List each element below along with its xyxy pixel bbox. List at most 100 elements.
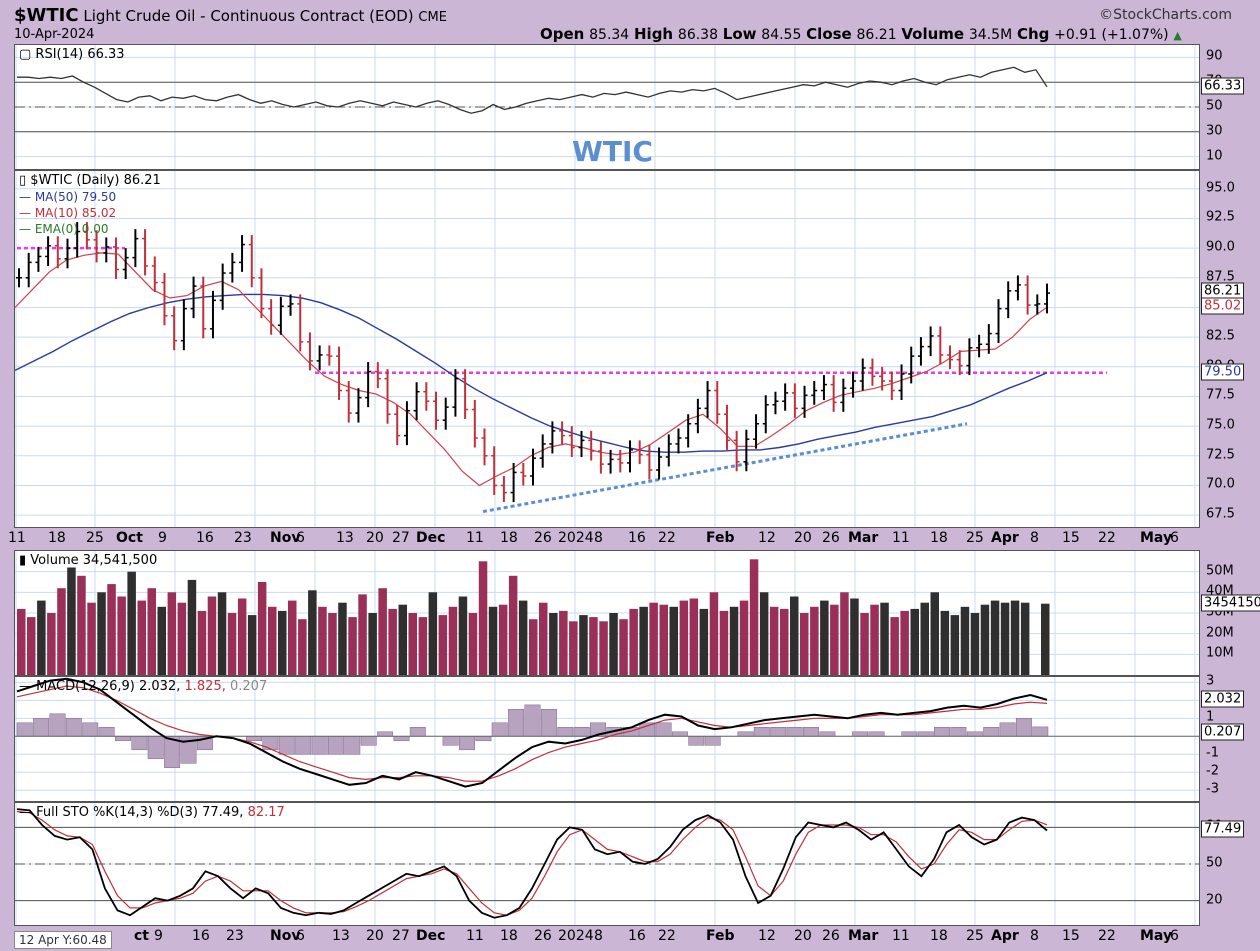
price-bar xyxy=(442,397,449,430)
volume-bar xyxy=(448,606,458,675)
volume-bar xyxy=(890,617,899,675)
price-bar xyxy=(326,345,333,366)
macd-histogram-bar xyxy=(753,727,770,737)
volume-bar xyxy=(990,600,1000,675)
macd-histogram-bar xyxy=(868,731,885,737)
volume-bar xyxy=(800,613,809,675)
x-tick-label: Oct xyxy=(116,530,143,546)
price-bar xyxy=(374,362,381,389)
price-bar xyxy=(423,382,430,411)
x-tick-label: Apr xyxy=(991,530,1019,546)
x-tick-label: 13 xyxy=(332,928,350,944)
y-tick-label: 95.0 xyxy=(1206,180,1235,196)
volume-bar xyxy=(880,602,889,675)
price-bar xyxy=(762,395,769,434)
volume-bar xyxy=(579,615,588,675)
price-bar xyxy=(559,421,566,446)
price-bar xyxy=(811,381,818,405)
price-label: ▯ $WTIC (Daily) 86.21 xyxy=(19,173,161,188)
macd-histogram-bar xyxy=(295,736,312,755)
price-bar xyxy=(539,434,546,468)
volume-bar xyxy=(67,567,76,675)
x-tick-label: 25 xyxy=(966,928,984,944)
close-value: 86.21 xyxy=(856,27,897,43)
sto-d-line xyxy=(16,810,1048,916)
volume-bar xyxy=(850,598,859,675)
x-tick-label: 22 xyxy=(658,928,676,944)
x-tick-label: 18 xyxy=(500,928,518,944)
price-bar xyxy=(287,294,294,316)
volume-bar xyxy=(920,602,929,675)
price-bar xyxy=(743,429,750,472)
volume-bar xyxy=(539,602,548,675)
open-label: Open xyxy=(540,25,585,43)
volume-bar xyxy=(308,590,317,675)
price-bar xyxy=(626,440,633,473)
high-label: High xyxy=(634,25,674,43)
y-tick-label: 20M xyxy=(1206,625,1234,641)
x-tick-label: 16 xyxy=(628,928,646,944)
volume-bar xyxy=(619,619,628,675)
ohlc-summary: Open 85.34 High 86.38 Low 84.55 Close 86… xyxy=(540,25,1182,43)
macd-histogram-bar xyxy=(573,727,590,737)
price-bar xyxy=(840,378,847,412)
volume-label: ▮ Volume 34,541,500 xyxy=(19,553,158,568)
price-bar xyxy=(74,222,81,258)
y-tick-label: 75.0 xyxy=(1206,417,1235,433)
source-link[interactable]: ©StockCharts.com xyxy=(1099,7,1232,23)
volume-bar xyxy=(107,584,116,675)
up-arrow-icon: ▲ xyxy=(1173,29,1182,42)
volume-bar xyxy=(769,606,779,675)
price-bar xyxy=(345,381,352,423)
volume-bar xyxy=(860,613,869,675)
price-bar xyxy=(491,446,498,495)
x-tick-label: 11 xyxy=(892,928,910,944)
price-bar xyxy=(578,430,585,457)
y-tick-label: 87.5 xyxy=(1206,269,1235,285)
price-bar xyxy=(258,268,265,319)
price-bar xyxy=(25,252,32,288)
x-tick-label: 9 xyxy=(154,928,163,944)
price-bar xyxy=(200,276,207,339)
price-panel: ▯ $WTIC (Daily) 86.21 — MA(50) 79.50 — M… xyxy=(14,170,1200,528)
volume-bar xyxy=(27,617,36,675)
volume-bar xyxy=(388,608,397,675)
price-bar xyxy=(937,326,944,365)
macd-histogram-bar xyxy=(704,736,721,746)
volume-bar xyxy=(468,613,478,675)
x-tick-label: Nov xyxy=(270,530,301,546)
price-bar xyxy=(16,268,22,288)
x-tick-label: 16 xyxy=(196,530,214,546)
p4-plot xyxy=(15,803,1199,925)
x-tick-label: 25 xyxy=(86,530,104,546)
x-tick-label: Dec xyxy=(416,928,446,944)
macd-histogram-bar xyxy=(49,713,66,737)
y-tick-label: 82.5 xyxy=(1206,328,1235,344)
ma10-line xyxy=(15,252,1048,487)
volume-bar xyxy=(529,619,538,675)
y-tick-label: 50 xyxy=(1206,98,1223,114)
price-bar xyxy=(142,229,149,276)
volume-bar xyxy=(378,588,387,675)
x-tick-label: 23 xyxy=(226,928,244,944)
x-tick-label: Feb xyxy=(706,928,735,944)
x-tick-label: Feb xyxy=(706,530,735,546)
volume-bar xyxy=(458,596,468,675)
x-tick-label: 11 xyxy=(466,530,484,546)
volume-value: 34.5M xyxy=(968,27,1013,43)
close-label: Close xyxy=(806,25,852,43)
price-bar xyxy=(714,381,721,424)
volume-bar xyxy=(257,582,267,675)
volume-bar xyxy=(749,559,759,675)
price-bar xyxy=(549,421,556,454)
y-tick-label: 3 xyxy=(1206,673,1215,689)
x-tick-label: 18 xyxy=(500,530,518,546)
x-tick-label: 8 xyxy=(1030,928,1039,944)
price-bar xyxy=(772,391,779,415)
volume-bar xyxy=(408,613,417,675)
macd-signal-line xyxy=(16,685,1048,782)
rsi-panel: ▢ RSI(14) 66.33 xyxy=(14,44,1200,170)
price-bar xyxy=(530,448,536,486)
price-bar xyxy=(151,256,158,293)
y-tick-label: 77.5 xyxy=(1206,387,1235,403)
